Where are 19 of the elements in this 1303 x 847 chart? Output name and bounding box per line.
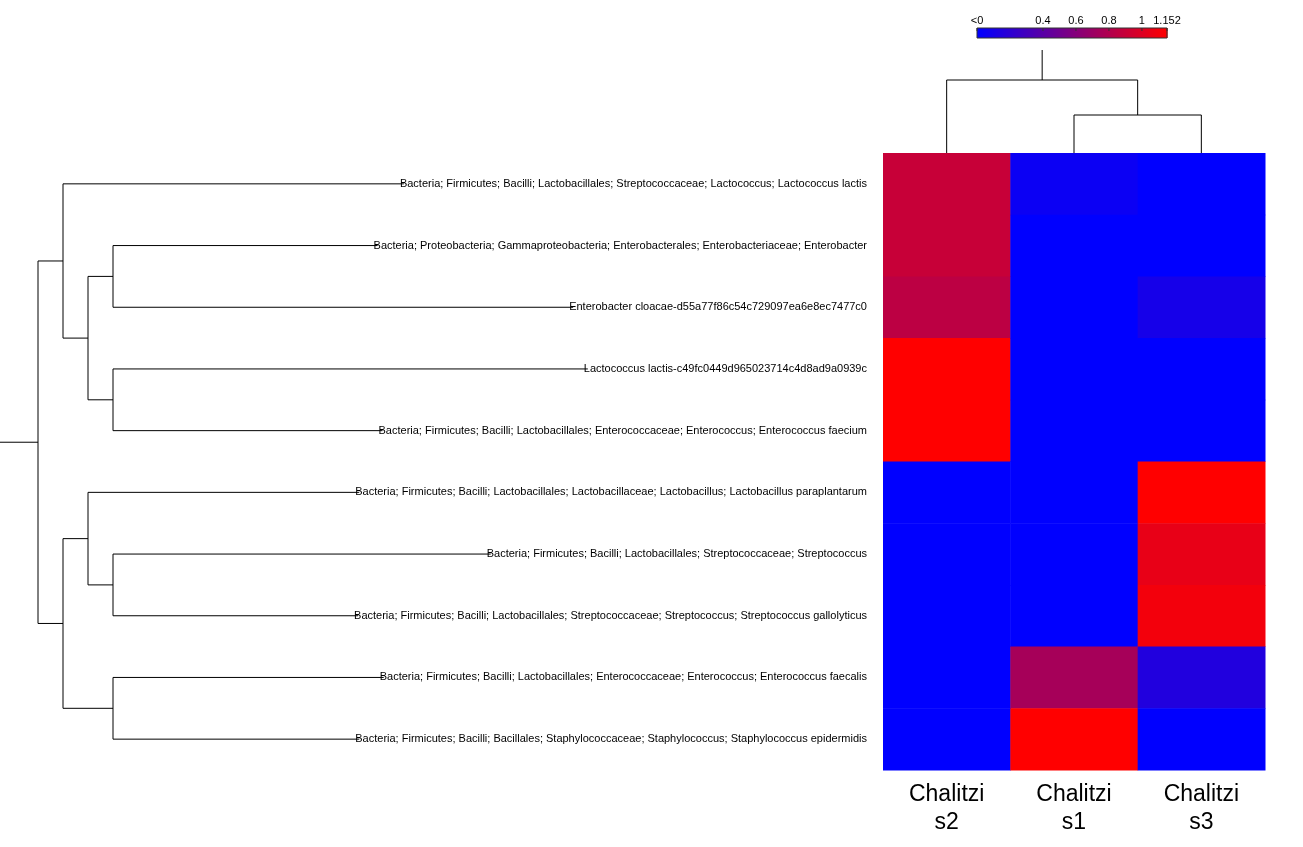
y-tick-label: Bacteria; Firmicutes; Bacilli; Lactobacillales; Streptococcaceae; Streptococcus; Streptococcus gallolyticus <box>354 608 868 621</box>
y-tick-label: Bacteria; Firmicutes; Bacilli; Lactobacillales; Enterococcaceae; Enterococcus; Enterococcus faecalis <box>379 670 868 683</box>
y-tick-label: Bacteria; Proteobacteria; Gammaproteobacteria; Enterobacterales; Enterobacteriaceae; Enterobacter <box>373 238 868 251</box>
x-tick-label: Chalitzi s3 <box>1163 780 1240 834</box>
color-bar-label: <0 <box>970 13 984 26</box>
y-tick-label: Bacteria; Firmicutes; Bacilli; Bacillales; Staphylococcaceae; Staphylococcus; Staphylococcus epidermidis <box>355 732 868 745</box>
color-bar-label: 0.6 <box>1068 13 1084 26</box>
y-tick-label: Lactococcus lactis-c49fc0449d965023714c4d8ad9a0939c <box>583 361 868 374</box>
color-bar-label: 1 <box>1138 13 1145 26</box>
y-tick-label: Bacteria; Firmicutes; Bacilli; Lactobacillales; Streptococcaceae; Lactococcus; Lactococcus lactis <box>399 176 868 189</box>
x-tick-label: Chalitzi s2 <box>908 780 985 834</box>
y-tick-label: Bacteria; Firmicutes; Bacilli; Lactobacillales; Streptococcaceae; Streptococcus <box>486 547 868 560</box>
color-bar-label: 1.152 <box>1153 13 1181 26</box>
color-bar-label: 0.4 <box>1035 13 1051 26</box>
y-tick-label: Bacteria; Firmicutes; Bacilli; Lactobacillales; Enterococcaceae; Enterococcus; Enterococcus faecium <box>378 423 867 436</box>
x-tick-label: Chalitzi s1 <box>1036 780 1112 834</box>
y-tick-label: Bacteria; Firmicutes; Bacilli; Lactobacillales; Lactobacillaceae; Lactobacillus; Lactobacillus paraplantarum <box>355 485 867 498</box>
y-tick-label: Enterobacter cloacae-d55a77f86c54c729097ea6e8ec7477c0 <box>569 300 867 313</box>
color-bar-label: 0.8 <box>1101 13 1117 26</box>
